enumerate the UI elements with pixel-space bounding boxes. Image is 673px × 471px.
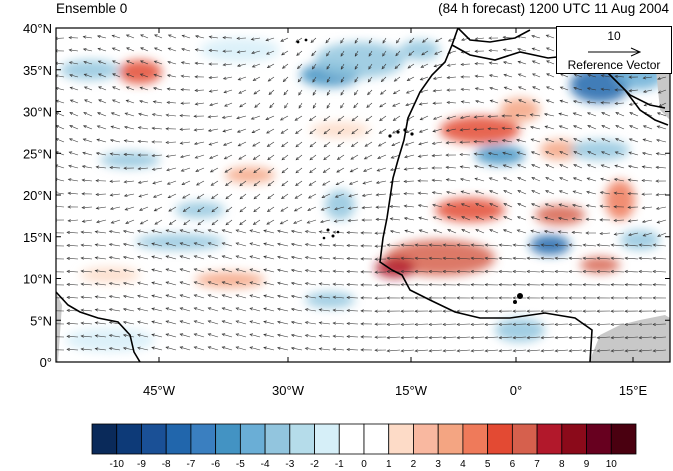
colorbar-tick-label: -9 (137, 459, 146, 470)
nile-east-coast (624, 89, 669, 126)
lon-label: 15°E (619, 383, 648, 398)
colorbar-tick-label: -4 (260, 459, 270, 470)
colorbar-tick-label: -5 (235, 459, 245, 470)
colorbar-swatch (190, 423, 217, 455)
lat-label: 40°N (23, 21, 52, 36)
colorbar (91, 423, 637, 455)
colorbar-swatch (437, 423, 464, 455)
colorbar-tick-label: -3 (285, 459, 295, 470)
colorbar-tick-label: 2 (410, 459, 417, 470)
colorbar-swatch (314, 423, 340, 455)
lon-label: 30°W (272, 383, 305, 398)
colorbar-swatch (91, 423, 118, 455)
colorbar-tick-label: 1 (385, 459, 392, 470)
colorbar-swatch (239, 423, 266, 455)
colorbar-swatch (116, 423, 142, 455)
axis-ticks (56, 27, 670, 363)
colorbar-swatch (536, 423, 563, 455)
colorbar-tick-label: -2 (310, 459, 319, 470)
map-background (56, 28, 670, 362)
longitude-labels: 45°W 30°W 15°W 0° 15°E (143, 383, 647, 398)
colorbar-tick-label: 4 (460, 459, 466, 470)
colorbar-swatch (215, 423, 241, 455)
reference-vector-magnitude: 10 (607, 29, 621, 43)
africa-west-coast (379, 28, 593, 362)
lat-label: 0° (40, 355, 52, 370)
colorbar-tick-label: 3 (435, 459, 441, 470)
latitude-labels: 40°N 35°N 30°N 25°N 20°N 15°N 10°N 5°N 0° (23, 21, 52, 370)
colorbar-tick-label: -7 (186, 459, 196, 470)
colorbar-tick-label: -10 (109, 459, 124, 470)
colorbar-swatch (487, 423, 513, 455)
lat-label: 5°N (30, 313, 52, 328)
colorbar-tick-label: 5 (484, 459, 491, 470)
lat-label: 25°N (23, 146, 52, 161)
colorbar-swatch (388, 423, 414, 455)
south-america-coast (56, 291, 141, 362)
colorbar-swatch (289, 423, 315, 455)
colorbar-swatch (561, 423, 587, 455)
lon-label: 45°W (143, 383, 176, 398)
lat-label: 10°N (23, 272, 52, 287)
reference-vector-legend: 10 Reference Vector (556, 26, 672, 74)
colorbar-swatch (264, 423, 291, 455)
lon-label: 0° (510, 383, 522, 398)
colorbar-swatch (511, 423, 538, 455)
colorbar-swatch (363, 423, 390, 455)
colorbar-tick-label: 9 (583, 459, 590, 470)
iberia-coast (457, 28, 531, 43)
colorbar-swatch (413, 423, 439, 455)
lon-label: 15°W (395, 383, 428, 398)
colorbar-swatch (165, 423, 192, 455)
colorbar-tick-label: 7 (534, 459, 540, 470)
lat-label: 35°N (23, 63, 52, 78)
colorbar-tick-label: 0 (361, 459, 367, 470)
colorbar-tick-label: 10 (605, 459, 617, 470)
colorbar-tick-label: -8 (161, 459, 171, 470)
left-title: Ensemble 0 (56, 1, 128, 16)
map-area (56, 28, 670, 362)
colorbar-tick-label: 8 (559, 459, 565, 470)
reference-vector-label: Reference Vector (567, 58, 661, 72)
reference-arrow-icon (588, 47, 641, 57)
colorbar-swatch (610, 423, 637, 455)
colorbar-swatch (141, 423, 167, 455)
colorbar-tick-label: -6 (211, 459, 221, 470)
lat-label: 20°N (23, 188, 52, 203)
colorbar-swatch (338, 423, 365, 455)
colorbar-tick-label: -1 (334, 459, 344, 470)
colorbar-swatch (462, 423, 489, 455)
lat-label: 15°N (23, 230, 52, 245)
colorbar-swatch (586, 423, 612, 455)
colorbar-tick-label: 6 (509, 459, 516, 470)
right-title: (84 h forecast) 1200 UTC 11 Aug 2004 (438, 1, 669, 16)
lat-label: 30°N (23, 105, 52, 120)
islands (296, 38, 523, 304)
